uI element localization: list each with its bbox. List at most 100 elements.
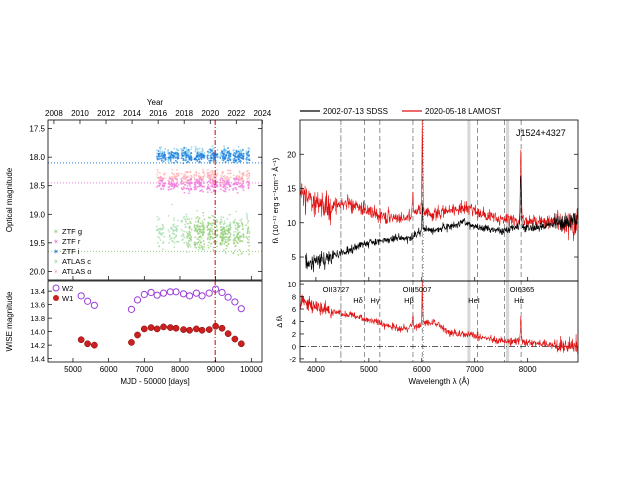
lightcurve-point (233, 221, 236, 224)
lightcurve-point (173, 219, 175, 222)
lightcurve-point (248, 184, 250, 186)
lightcurve-point (158, 236, 161, 239)
lightcurve-point (168, 158, 170, 161)
lightcurve-point (222, 179, 224, 182)
lightcurve-point (232, 161, 235, 164)
lightcurve-point (176, 157, 179, 160)
lightcurve-point (197, 225, 200, 228)
lightcurve-point (234, 218, 236, 221)
lightcurve-point (187, 175, 190, 178)
lightcurve-point (202, 231, 205, 234)
lightcurve-point (169, 159, 172, 162)
w2-point (185, 292, 194, 300)
lightcurve-point (223, 230, 226, 233)
lightcurve-point (159, 155, 162, 158)
lightcurve-point (182, 216, 185, 219)
lightcurve-point (184, 170, 187, 173)
lightcurve-point (183, 147, 186, 149)
lightcurve-point (226, 150, 229, 153)
lightcurve-point (196, 242, 199, 245)
lightcurve-point (187, 149, 190, 151)
lightcurve-point (201, 189, 203, 191)
w1-point (84, 340, 91, 348)
lightcurve-point (187, 242, 190, 244)
lightcurve-point (234, 239, 237, 242)
lightcurve-point (195, 246, 198, 249)
lightcurve-point (196, 185, 199, 188)
lightcurve-point (240, 177, 243, 180)
lightcurve-point (177, 149, 180, 152)
lightcurve-point (239, 219, 241, 222)
lightcurve-point (173, 233, 176, 236)
lightcurve-point (242, 157, 245, 160)
lightcurve-point (169, 227, 172, 230)
lightcurve-point (215, 175, 218, 178)
lightcurve-point (174, 159, 177, 162)
lightcurve-point (223, 181, 225, 184)
lightcurve-point (227, 154, 230, 157)
lightcurve-point (182, 157, 185, 160)
lightcurve-point (242, 189, 245, 192)
lightcurve-point (198, 158, 201, 161)
w1-point (128, 339, 135, 346)
lightcurve-point (223, 228, 225, 231)
lightcurve-point (180, 228, 183, 231)
lightcurve-point (229, 153, 232, 156)
lightcurve-point (197, 154, 200, 157)
lightcurve-point (203, 248, 205, 251)
lightcurve-point (184, 174, 187, 177)
w1-point (237, 340, 245, 348)
wavelength-tick-label: 6000 (413, 365, 431, 374)
lightcurve-point (186, 182, 189, 185)
lightcurve-point (195, 147, 198, 150)
lightcurve-point (246, 217, 249, 220)
lightcurve-point (157, 219, 160, 221)
lightcurve-point (235, 161, 238, 164)
lightcurve-point (175, 235, 178, 238)
year-tick-label: 2022 (227, 109, 245, 118)
lightcurve-point (248, 157, 251, 160)
lightcurve-point (184, 226, 187, 229)
lightcurve-point (223, 223, 225, 225)
lightcurve-point (220, 218, 223, 221)
lightcurve-point (226, 238, 229, 241)
lightcurve-point (177, 183, 180, 186)
lightcurve-point (248, 172, 251, 175)
lightcurve-point (185, 149, 188, 152)
lightcurve-point (193, 178, 196, 181)
lightcurve-point (228, 189, 231, 191)
lightcurve-point (245, 151, 248, 154)
lightcurve-point (201, 147, 204, 150)
lightcurve-point (235, 159, 238, 162)
lightcurve-point (157, 177, 160, 179)
lightcurve-point (162, 188, 165, 190)
lightcurve-point (246, 237, 249, 240)
lightcurve-point (187, 233, 189, 236)
lightcurve-point (159, 228, 161, 231)
lightcurve-point (177, 155, 180, 157)
w2-point (140, 290, 148, 299)
lightcurve-point (189, 231, 192, 234)
lightcurve-point (200, 241, 203, 244)
lightcurve-point (173, 217, 175, 220)
lightcurve-point (182, 234, 185, 237)
lightcurve-point (158, 179, 161, 182)
w1-point (160, 323, 167, 331)
lightcurve-point (202, 185, 205, 188)
lightcurve-point (183, 241, 186, 244)
lightcurve-point (181, 152, 183, 155)
lightcurve-point (229, 221, 232, 224)
lightcurve-point (240, 235, 243, 238)
lightcurve-point (203, 243, 206, 246)
lightcurve-point (212, 232, 215, 235)
w2-point (192, 289, 200, 297)
lightcurve-point (182, 182, 185, 185)
lightcurve-point (207, 228, 210, 231)
lightcurve-point (242, 235, 245, 238)
lightcurve-point (211, 185, 214, 188)
lightcurve-point (175, 225, 177, 228)
w1-point (77, 336, 85, 344)
lightcurve-point (236, 228, 238, 231)
lightcurve-point (247, 158, 249, 161)
lightcurve-point (238, 175, 241, 178)
